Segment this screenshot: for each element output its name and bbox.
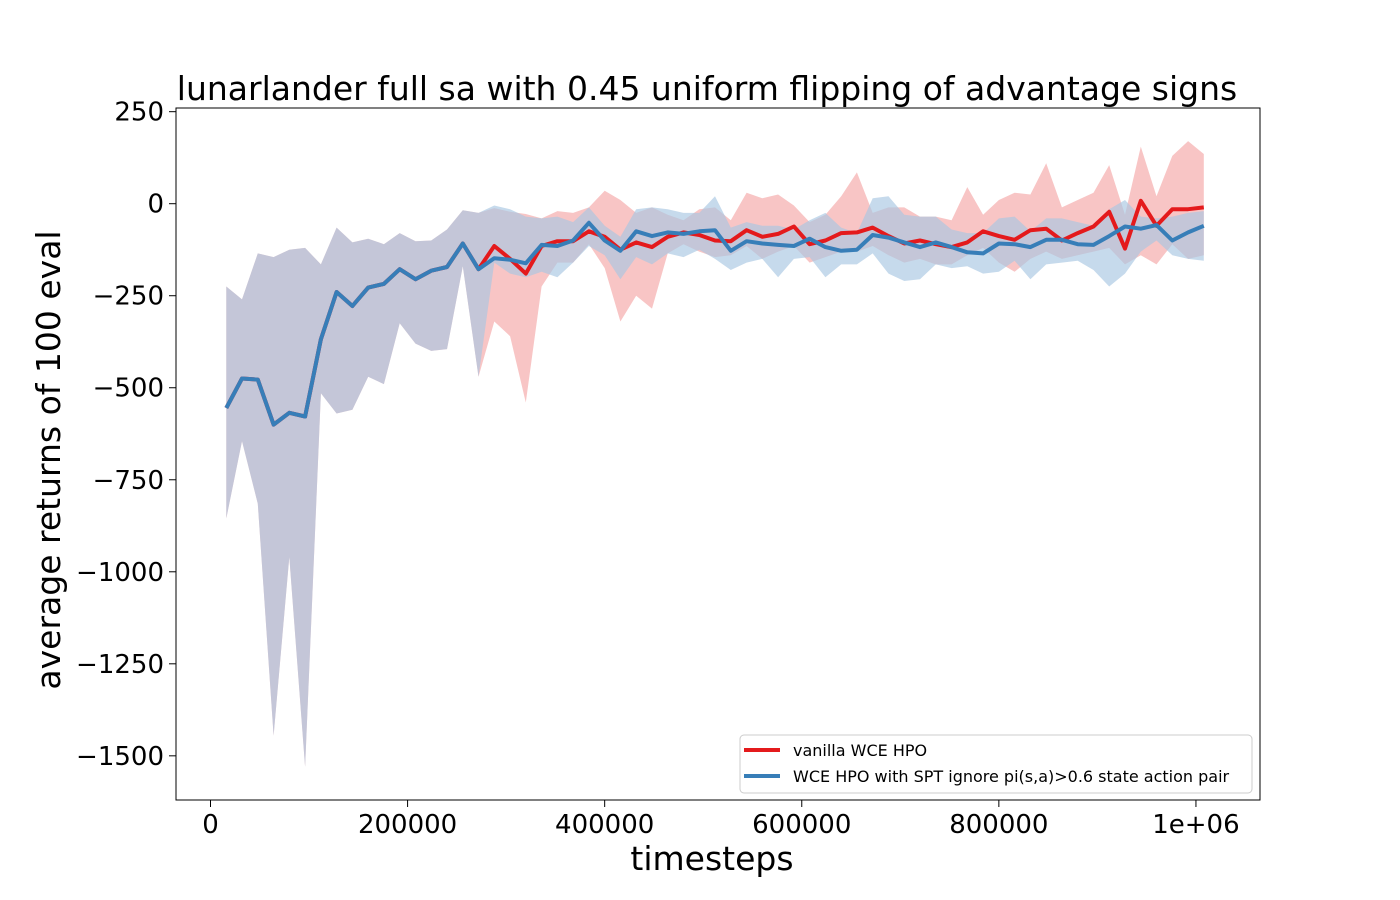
series-lines — [224, 198, 1205, 427]
x-axis-ticks: 0 200000 400000 600000 800000 1e+06 — [202, 800, 1240, 840]
legend: vanilla WCE HPO WCE HPO with SPT ignore … — [739, 734, 1253, 794]
chart-title: lunarlander full sa with 0.45 uniform fl… — [177, 69, 1237, 108]
legend-label-vanilla: vanilla WCE HPO — [793, 741, 927, 760]
y-tick-label: 0 — [147, 190, 164, 220]
x-tick-label: 1e+06 — [1152, 810, 1239, 840]
x-tick-label: 600000 — [752, 810, 851, 840]
axes-frame — [175, 107, 1261, 801]
y-tick-label: 250 — [114, 98, 164, 128]
y-axis-ticks: 250 0 −250 −500 −750 −1000 −1250 −1500 — [76, 98, 176, 772]
confidence-bands — [226, 141, 1204, 767]
x-axis-label: timesteps — [630, 839, 793, 878]
legend-label-spt: WCE HPO with SPT ignore pi(s,a)>0.6 stat… — [793, 767, 1230, 786]
y-tick-label: −250 — [93, 282, 164, 312]
x-tick-label: 200000 — [358, 810, 457, 840]
y-tick-label: −750 — [93, 466, 164, 496]
legend-box — [739, 734, 1253, 794]
y-tick-label: −1250 — [76, 650, 164, 680]
line-series-1 — [224, 220, 1205, 427]
y-axis-label: average returns of 100 eval — [29, 230, 68, 689]
band-series-1 — [226, 196, 1204, 767]
y-tick-label: −500 — [93, 374, 164, 404]
x-tick-label: 0 — [202, 810, 219, 840]
y-tick-label: −1000 — [76, 558, 164, 588]
y-tick-label: −1500 — [76, 742, 164, 772]
x-tick-label: 400000 — [555, 810, 654, 840]
x-tick-label: 800000 — [949, 810, 1048, 840]
